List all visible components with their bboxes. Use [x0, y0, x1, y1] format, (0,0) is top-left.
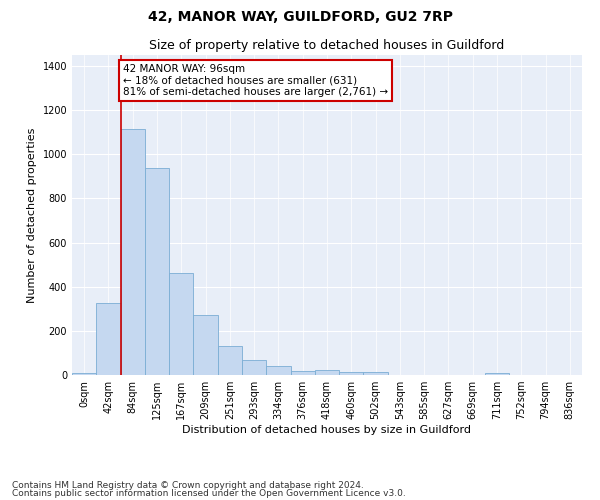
- Text: 42 MANOR WAY: 96sqm
← 18% of detached houses are smaller (631)
81% of semi-detac: 42 MANOR WAY: 96sqm ← 18% of detached ho…: [123, 64, 388, 97]
- Text: Contains HM Land Registry data © Crown copyright and database right 2024.: Contains HM Land Registry data © Crown c…: [12, 481, 364, 490]
- Bar: [242, 360, 266, 375]
- Bar: [169, 274, 193, 375]
- Bar: [339, 372, 364, 375]
- X-axis label: Distribution of detached houses by size in Guildford: Distribution of detached houses by size …: [182, 425, 472, 435]
- Bar: [364, 372, 388, 375]
- Text: Contains public sector information licensed under the Open Government Licence v3: Contains public sector information licen…: [12, 488, 406, 498]
- Bar: [315, 370, 339, 375]
- Bar: [266, 366, 290, 375]
- Bar: [193, 316, 218, 375]
- Bar: [121, 129, 145, 375]
- Bar: [145, 168, 169, 375]
- Bar: [290, 370, 315, 375]
- Bar: [485, 373, 509, 375]
- Bar: [96, 304, 121, 375]
- Title: Size of property relative to detached houses in Guildford: Size of property relative to detached ho…: [149, 40, 505, 52]
- Y-axis label: Number of detached properties: Number of detached properties: [27, 128, 37, 302]
- Bar: [72, 373, 96, 375]
- Text: 42, MANOR WAY, GUILDFORD, GU2 7RP: 42, MANOR WAY, GUILDFORD, GU2 7RP: [148, 10, 452, 24]
- Bar: [218, 346, 242, 375]
